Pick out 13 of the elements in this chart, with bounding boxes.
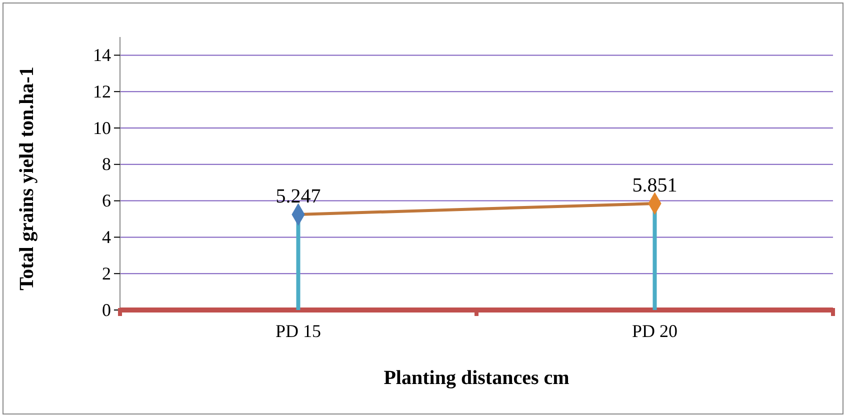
y-axis-title: Total grains yield ton.ha-1 xyxy=(16,66,38,290)
x-tick-label: PD 15 xyxy=(275,320,322,341)
y-tick-label: 0 xyxy=(102,300,111,320)
y-tick-label: 12 xyxy=(93,81,111,102)
y-tick-label: 6 xyxy=(102,190,111,211)
x-axis-title: Planting distances cm xyxy=(384,367,570,389)
x-tick-label: PD 20 xyxy=(632,320,678,341)
y-tick-label: 8 xyxy=(102,154,111,174)
y-tick-label: 14 xyxy=(93,44,111,65)
data-label: 5.851 xyxy=(632,174,678,197)
y-tick-label: 10 xyxy=(93,118,111,138)
y-tick-label: 4 xyxy=(102,226,111,247)
y-tick-label: 2 xyxy=(102,263,111,284)
